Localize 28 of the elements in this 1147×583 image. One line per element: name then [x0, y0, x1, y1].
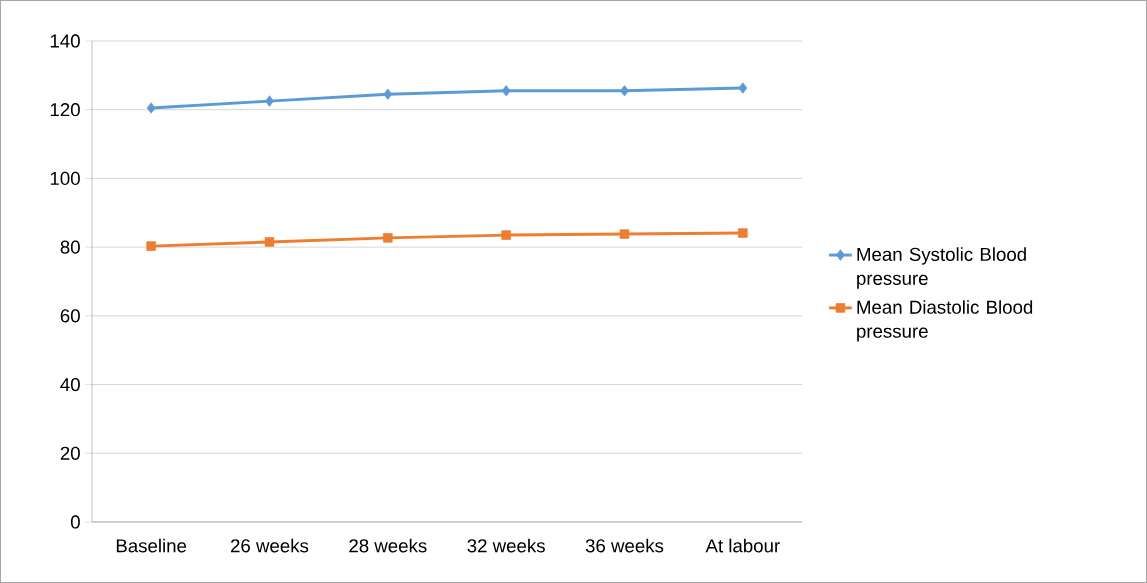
point: [619, 229, 630, 239]
y-tick-label: 40: [60, 377, 80, 392]
x-tick-label: At labour: [705, 538, 780, 553]
x-tick-label: 26 weeks: [230, 538, 309, 553]
x-tick-label: 28 weeks: [349, 538, 427, 553]
point: [264, 237, 275, 247]
point: [738, 228, 748, 238]
point: [146, 241, 156, 251]
point: [383, 233, 393, 243]
y-tick-label: 60: [60, 309, 80, 323]
y-tick-label: 120: [50, 103, 80, 117]
y-tick-label: 80: [60, 240, 80, 254]
y-tick-label: 0: [70, 515, 80, 529]
point: [501, 85, 511, 97]
point: [265, 95, 274, 107]
legend-label: Mean Systolic Blood pressure: [857, 247, 1026, 289]
point: [383, 88, 393, 100]
x-tick-label: 36 weeks: [585, 538, 664, 553]
x-tick-label: 32 weeks: [467, 538, 545, 553]
point: [501, 230, 511, 240]
y-tick-label: 20: [60, 446, 80, 460]
y-tick-label: 140: [50, 34, 80, 48]
x-tick-label: Baseline: [116, 538, 187, 553]
legend-label: Mean Diastolic Blood pressure: [857, 300, 1033, 342]
point: [620, 85, 629, 97]
point: [738, 82, 748, 94]
y-tick-label: 100: [50, 171, 80, 186]
point: [146, 102, 156, 114]
